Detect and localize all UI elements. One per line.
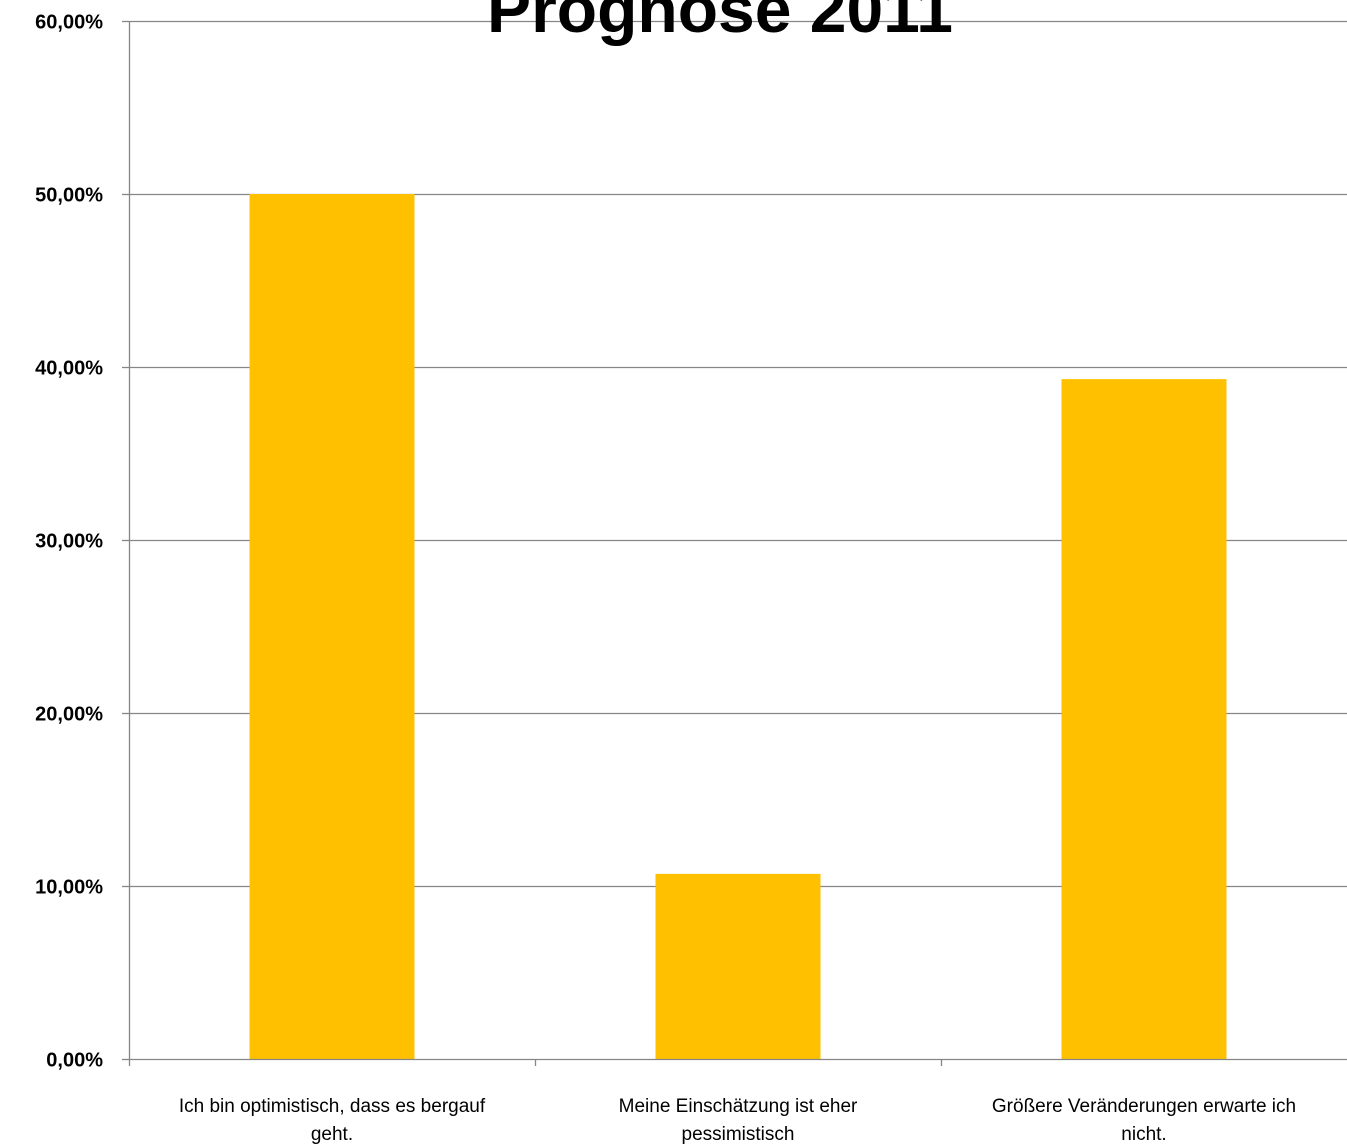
chart-title: Prognose 2011	[487, 0, 953, 46]
bar	[1061, 379, 1227, 1059]
y-tick-label: 0,00%	[46, 1050, 103, 1072]
x-tick-label: Ich bin optimistisch, dass es bergauf geh…	[179, 1096, 486, 1145]
y-tick-label: 50,00%	[35, 185, 103, 207]
y-tick-labels: 0,00% 10,00% 20,00% 30,00% 40,00% 50,00% 60,00…	[35, 12, 103, 1072]
y-tick-label: 40,00%	[35, 358, 103, 380]
axes	[122, 20, 1347, 1066]
bar	[249, 194, 415, 1059]
y-tick-label: 30,00%	[35, 531, 103, 553]
y-tick-label: 60,00%	[35, 12, 103, 34]
y-tick-label: 20,00%	[35, 704, 103, 726]
x-tick-label: Meine Einschätzung ist eher pessimistisch	[619, 1096, 858, 1145]
bars	[249, 194, 1227, 1059]
y-tick-label: 10,00%	[35, 877, 103, 899]
bar	[655, 873, 821, 1059]
x-tick-labels: Ich bin optimistisch, dass es bergauf geh…	[179, 1096, 1296, 1145]
x-tick-label: Größere Veränderungen erwarte ich nicht.	[992, 1096, 1296, 1145]
